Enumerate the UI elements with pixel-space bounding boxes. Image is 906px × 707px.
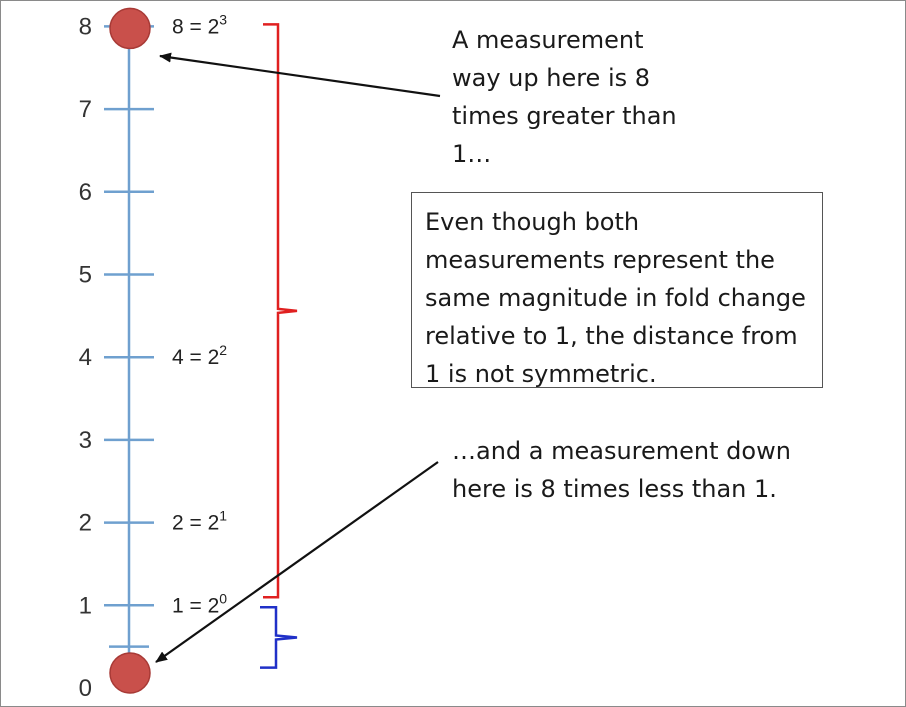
axis-tick-label: 1 — [79, 592, 92, 619]
power-of-two-label: 1 = 20 — [172, 590, 227, 617]
data-points — [109, 7, 151, 694]
power-of-two-labels: 8 = 23 4 = 22 2 = 21 1 = 20 — [172, 11, 227, 617]
axis-tick-label: 6 — [79, 179, 92, 206]
upper-red-brace — [263, 23, 298, 599]
measurement-point — [109, 652, 151, 694]
axis-tick-label: 0 — [79, 675, 92, 702]
power-of-two-label: 8 = 23 — [172, 11, 227, 38]
arrow-to-bottom-point — [155, 461, 439, 663]
axis-tick-label: 7 — [79, 96, 92, 123]
symmetry-explanation-box: Even though both measurements represent … — [411, 192, 823, 388]
axis-tick-label: 5 — [79, 262, 92, 289]
arrow-to-top-point — [159, 52, 441, 98]
equation-exponent: 1 — [219, 508, 227, 524]
power-of-two-label: 4 = 22 — [172, 342, 227, 369]
equation-base: 1 = 2 — [172, 594, 219, 617]
axis-tick-label: 2 — [79, 510, 92, 537]
axis-tick-label: 8 — [79, 13, 92, 40]
upper-measurement-note: A measurement way up here is 8 times gre… — [452, 26, 677, 168]
equation-exponent: 2 — [219, 342, 227, 358]
power-of-two-label: 2 = 21 — [172, 508, 227, 535]
equation-base: 2 = 2 — [172, 512, 219, 535]
axis-tick-labels: 0 1 2 3 4 5 6 7 8 — [79, 13, 92, 702]
lower-blue-brace — [260, 606, 298, 669]
measurement-point — [109, 7, 151, 50]
equation-exponent: 3 — [219, 11, 227, 27]
axis-tick-label: 3 — [79, 427, 92, 454]
equation-base: 4 = 2 — [172, 346, 219, 369]
axis-tick-label: 4 — [79, 344, 92, 371]
lower-measurement-note: …and a measurement down here is 8 times … — [452, 437, 791, 503]
equation-base: 8 = 2 — [172, 15, 219, 38]
equation-exponent: 0 — [219, 590, 227, 606]
